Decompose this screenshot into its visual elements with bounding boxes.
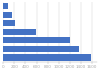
Bar <box>3 12 12 18</box>
Bar <box>3 29 36 35</box>
Bar <box>3 54 91 61</box>
Bar <box>3 3 8 9</box>
Bar <box>3 20 15 26</box>
Bar <box>3 46 79 52</box>
Bar <box>3 37 70 44</box>
